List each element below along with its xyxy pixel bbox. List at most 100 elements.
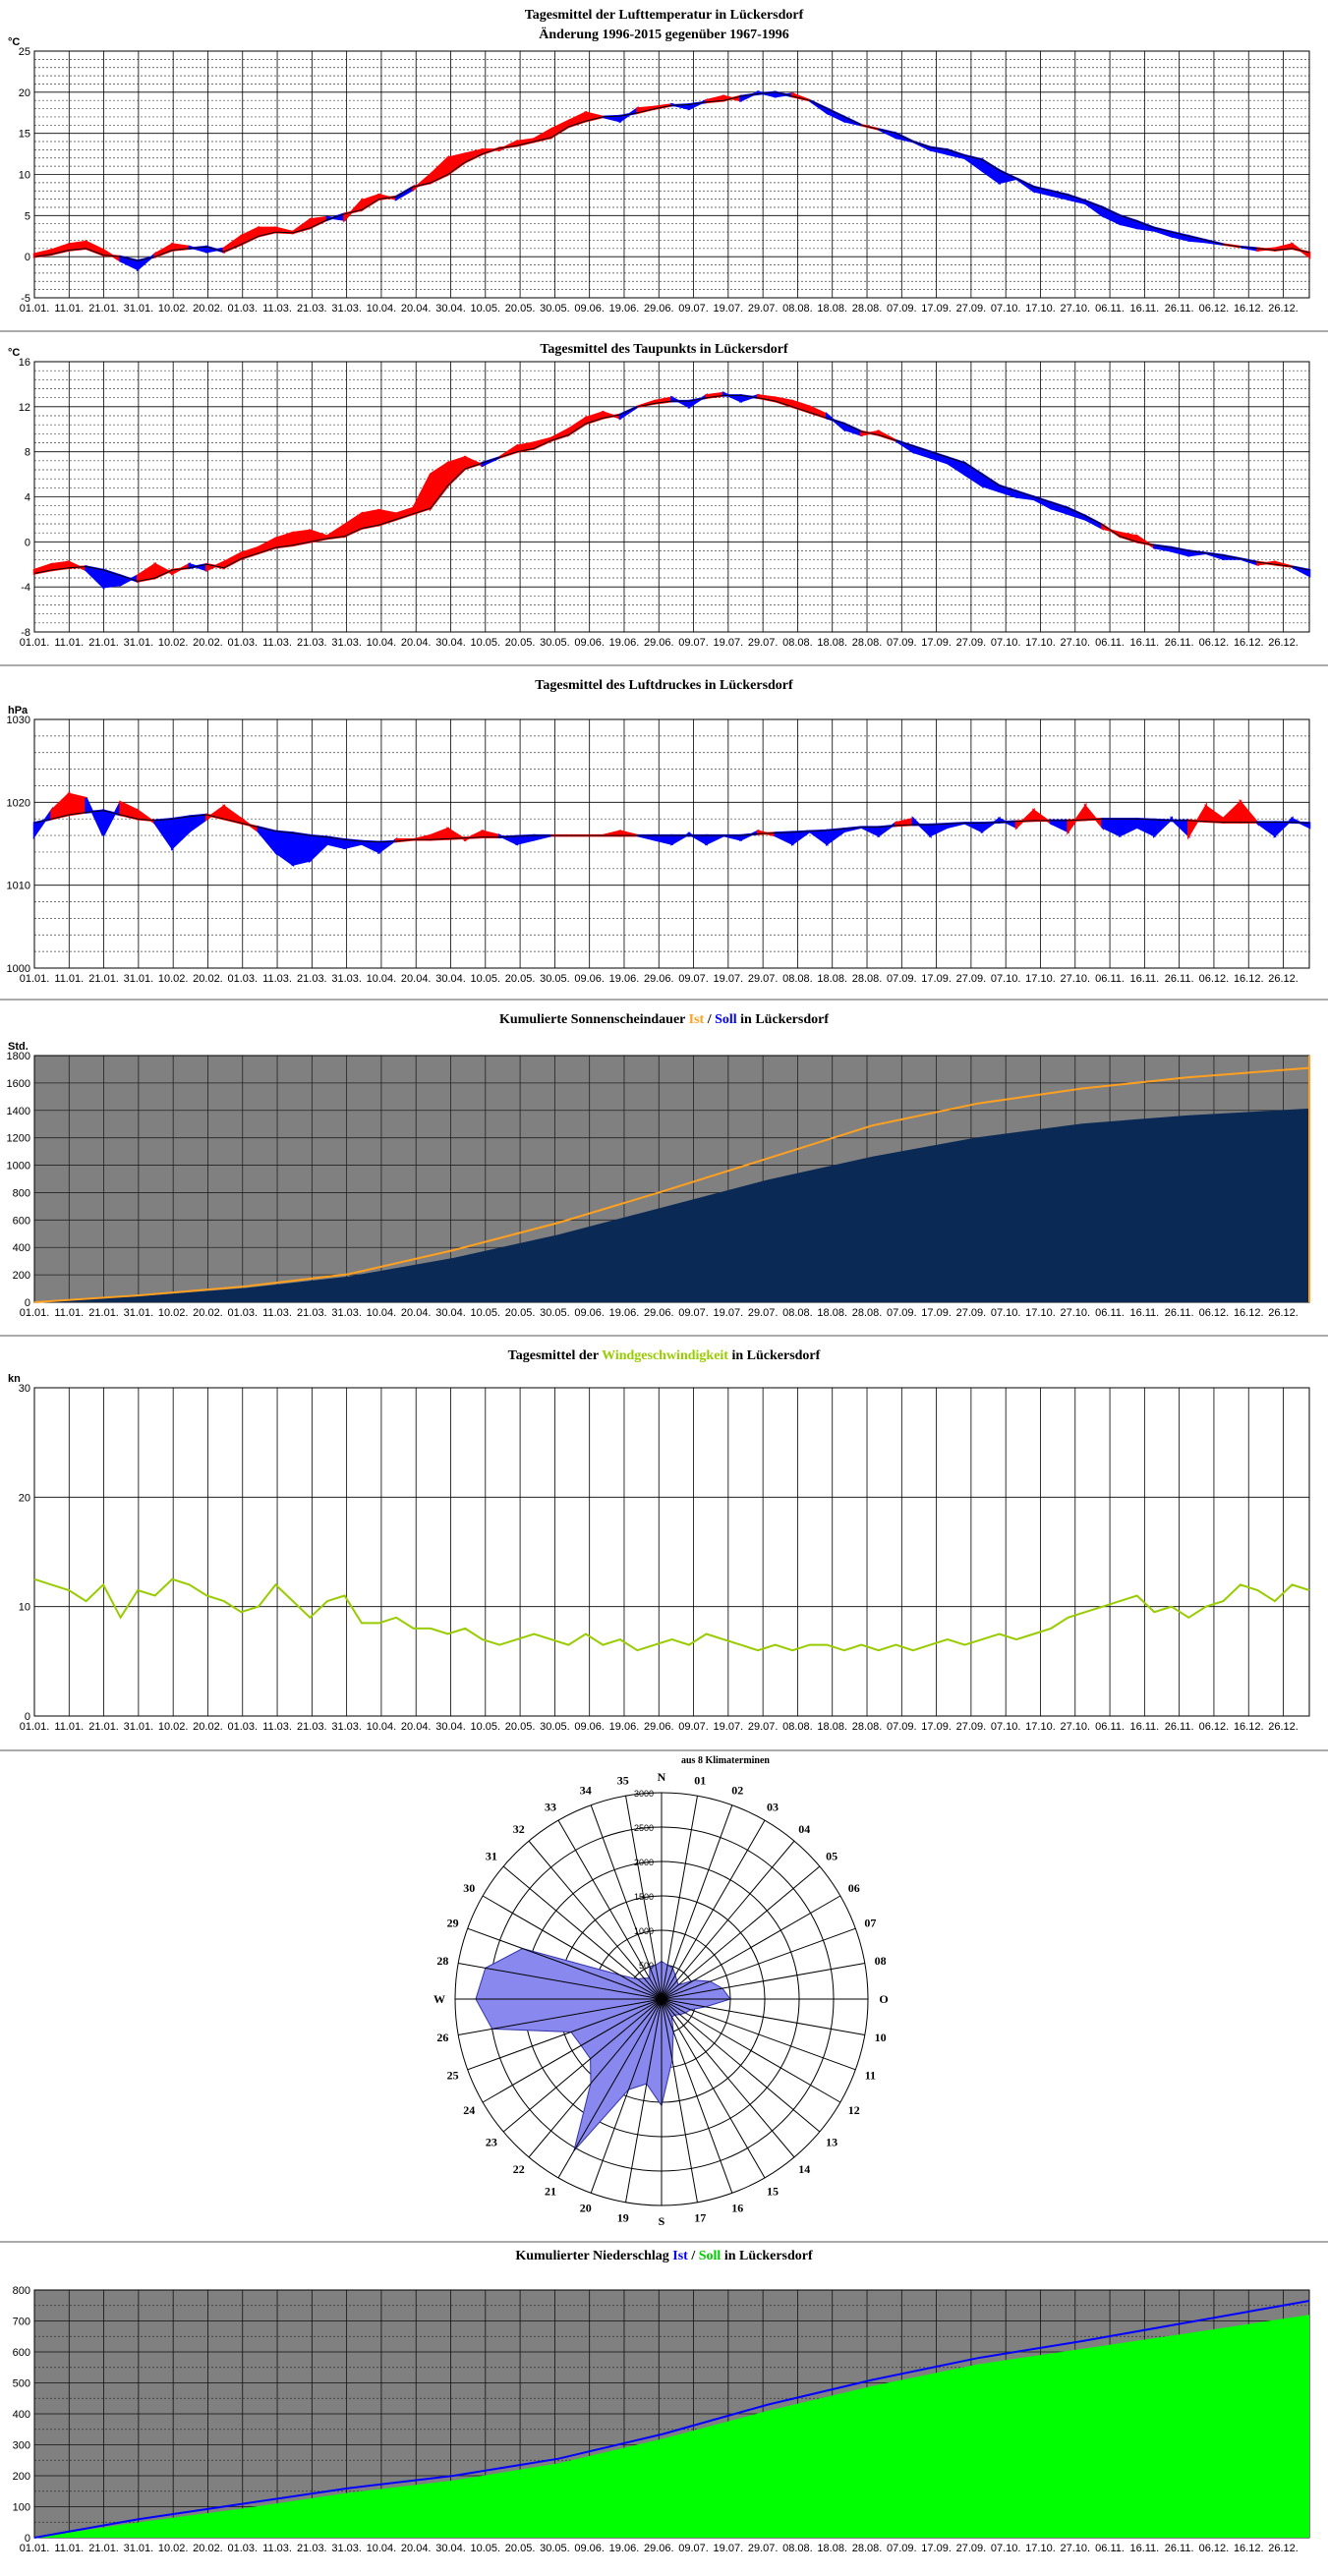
x-tick-label: 20.02. [193,973,223,985]
radar-spoke [625,1998,663,2203]
radar-spoke [661,1998,733,2194]
radar-spoke [590,1998,663,2194]
direction-label: 14 [798,2162,810,2176]
x-tick-label: 07.10. [991,303,1021,315]
difference-band [567,110,588,129]
direction-label: 23 [486,2135,497,2148]
y-tick-label: 1400 [7,1106,30,1117]
y-tick-label: 0 [25,252,30,263]
precip-title-ist: Ist [672,2249,688,2263]
x-tick-label: 17.09. [921,2543,952,2554]
difference-band [1256,821,1277,838]
direction-label: 08 [875,1954,887,1968]
difference-band [1153,226,1174,238]
x-tick-label: 28.08. [852,973,883,985]
direction-label: 31 [486,1850,497,1863]
difference-band [808,404,829,421]
x-tick-label: 07.09. [887,1721,917,1733]
x-tick-label: 06.12. [1199,1307,1230,1319]
x-tick-label: 01.03. [227,303,258,315]
difference-band [481,830,501,839]
x-tick-label: 26.12. [1268,973,1299,985]
x-tick-label: 08.08. [782,303,813,315]
radar-spoke [557,1819,663,2000]
direction-label: 05 [826,1850,837,1863]
wind-rose-chart: N 01 02 03 04 05 06 07 08 O 10 11 12 13 14 15 16 17 S 19 20 2… [433,1755,889,2228]
x-tick-label: 10.05. [471,637,501,649]
x-tick-label: 20.02. [193,637,223,649]
x-tick-label: 10.04. [367,1307,397,1319]
y-tick-label: 20 [19,1492,30,1504]
x-tick-label: 21.01. [88,637,119,649]
x-tick-label: 26.12. [1268,303,1299,315]
difference-band [463,455,484,471]
direction-label: 11 [865,2068,876,2082]
radar-spoke [661,1998,841,2103]
y-axis-unit: °C [8,347,20,359]
x-tick-label: 27.09. [956,637,987,649]
direction-label: 03 [767,1800,779,1813]
pressure-chart-title: Tagesmittel des Luftdruckes in Lückersdo… [535,678,793,693]
x-tick-label: 30.05. [540,1721,570,1733]
difference-band [998,484,1018,499]
x-tick-label: 29.07. [748,1721,779,1733]
temperature-chart-title: Tagesmittel der Lufttemperatur in Lücker… [524,8,804,23]
x-tick-label: 26.12. [1268,2543,1299,2554]
x-tick-label: 21.03. [297,637,327,649]
x-tick-label: 09.07. [678,637,709,649]
x-tick-label: 19.06. [609,1721,640,1733]
x-tick-label: 11.01. [54,1307,84,1319]
plot-frame [33,361,1310,633]
x-tick-label: 27.10. [1060,303,1090,315]
x-tick-label: 20.05. [505,637,536,649]
x-tick-label: 10.02. [158,637,189,649]
x-tick-label: 01.03. [227,1721,258,1733]
y-tick-label: 25 [19,46,30,58]
wind-speed-line [33,1577,1310,1652]
radar-tick-label: 3000 [634,1789,654,1799]
difference-band [1032,808,1053,826]
radar-spoke [467,1998,663,2071]
x-tick-label: 06.11. [1095,2543,1125,2554]
x-tick-label: 30.04. [435,637,466,649]
difference-band [1049,819,1069,833]
x-tick-label: 19.06. [609,1307,640,1319]
x-tick-label: 31.01. [124,973,154,985]
difference-band [1083,199,1104,218]
x-tick-label: 29.07. [748,973,779,985]
difference-band [1170,230,1190,243]
difference-band [1032,185,1053,198]
radar-tick-label: 500 [639,1961,654,1971]
x-tick-label: 11.03. [262,1307,292,1319]
x-tick-label: 10.02. [158,2543,189,2554]
difference-band [618,830,638,837]
difference-band [533,833,552,841]
x-tick-label: 20.04. [401,1307,432,1319]
radar-spoke [625,1796,663,2000]
x-tick-label: 30.05. [540,303,570,315]
x-tick-label: 17.09. [921,637,952,649]
x-tick-label: 10.05. [471,973,501,985]
direction-label: 12 [848,2103,860,2117]
direction-label: 10 [875,2031,887,2044]
x-tick-label: 20.04. [401,973,432,985]
x-tick-label: 10.05. [471,1721,501,1733]
difference-band [998,168,1020,185]
difference-band [1049,189,1069,201]
x-tick-label: 31.01. [124,637,154,649]
direction-label: 29 [447,1917,459,1930]
x-tick-label: 17.10. [1025,637,1056,649]
x-tick-label: 19.06. [609,973,640,985]
radar-spoke [661,1796,698,2000]
x-tick-label: 07.10. [991,973,1021,985]
x-tick-label: 01.01. [20,637,50,649]
difference-band [1015,177,1035,194]
sunshine-chart: 01.01. 11.01. 21.01. 31.01. 10.02. 20.02. 01.0… [7,1041,1310,1319]
radar-spoke [661,1998,766,2179]
difference-band [980,472,1001,493]
direction-label: 16 [731,2201,743,2214]
wind-title-part: Tagesmittel der [507,1348,603,1363]
difference-band [1101,817,1122,838]
x-tick-label: 26.12. [1268,1721,1299,1733]
x-tick-label: 21.03. [297,973,327,985]
